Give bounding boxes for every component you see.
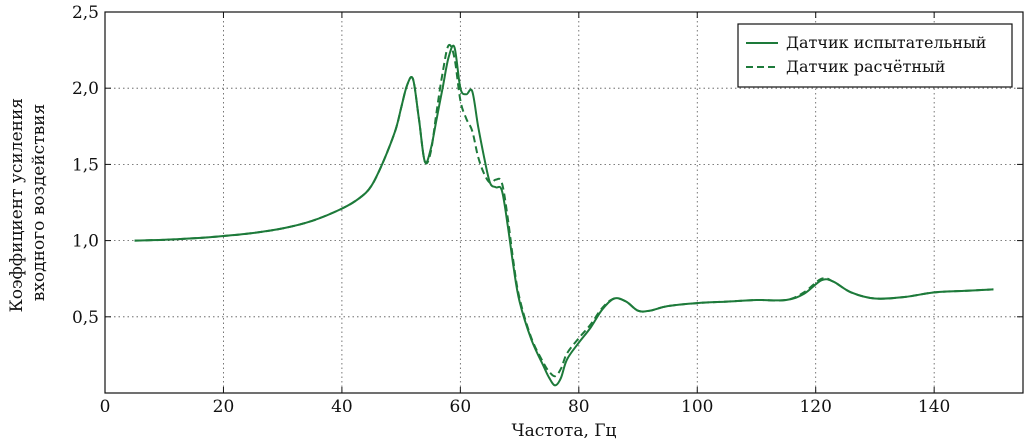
x-tick-label: 40 <box>331 397 353 417</box>
x-tick-label: 120 <box>799 397 831 417</box>
y-axis-label-line-1: Коэффициент усиления <box>7 98 27 312</box>
tick-labels: 0 20 40 60 80 100 120 140 0,5 1,0 1,5 2,0 2,5 <box>72 3 950 417</box>
x-axis-label: Частота, Гц <box>512 421 617 441</box>
y-tick-label: 2,5 <box>72 3 99 23</box>
y-tick-label: 1,0 <box>72 232 99 252</box>
grid <box>105 12 1023 393</box>
x-tick-label: 100 <box>681 397 713 417</box>
legend-label-calculated-sensor: Датчик расчётный <box>786 57 945 76</box>
legend: Датчик испытательный Датчик расчётный <box>737 23 1013 88</box>
y-axis-label-line-2: входного воздействия <box>29 104 49 301</box>
x-tick-label: 140 <box>918 397 950 417</box>
legend-label-test-sensor: Датчик испытательный <box>786 33 986 52</box>
y-tick-label: 2,0 <box>72 79 99 99</box>
y-tick-label: 0,5 <box>72 308 99 328</box>
y-tick-label: 1,5 <box>72 155 99 175</box>
series-lines <box>134 43 994 387</box>
plot-frame <box>104 11 1024 394</box>
x-tick-label: 60 <box>450 397 472 417</box>
x-tick-label: 20 <box>213 397 235 417</box>
x-tick-label: 80 <box>568 397 590 417</box>
series-line-test-sensor <box>134 44 994 387</box>
y-axis-label: Коэффициент усиления входного воздействи… <box>7 93 49 313</box>
x-tick-label: 0 <box>100 397 111 417</box>
legend-box <box>737 23 1013 88</box>
